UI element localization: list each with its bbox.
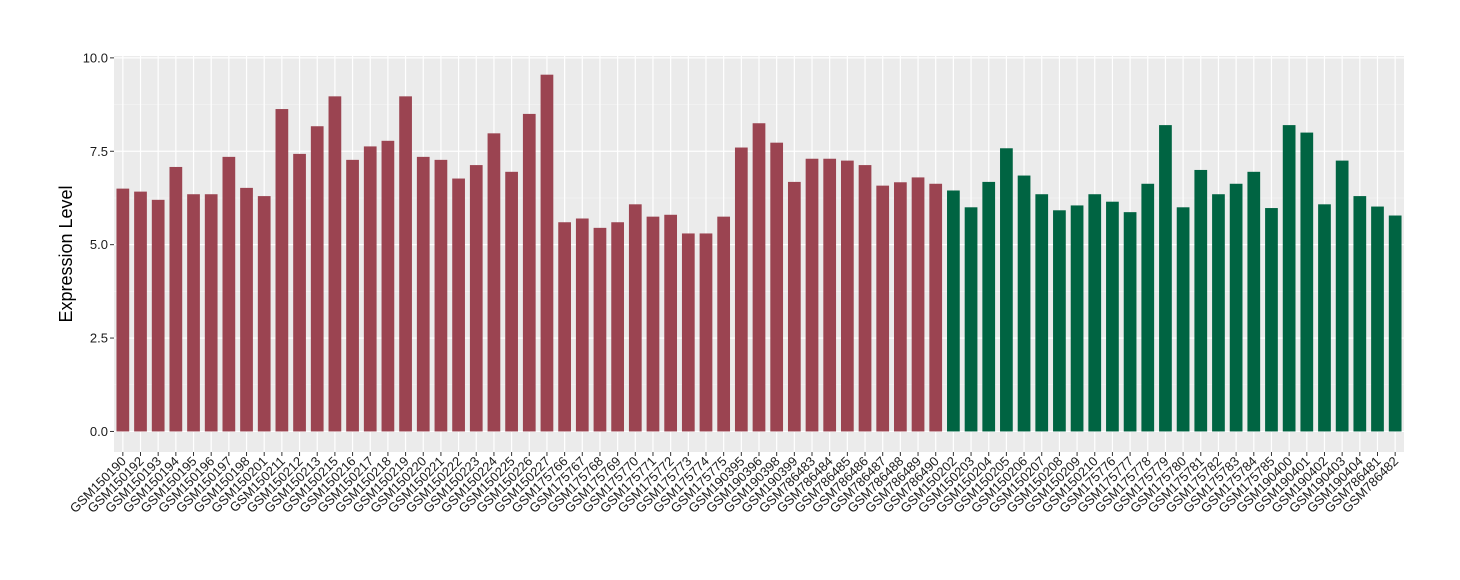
bar-GSM190403 bbox=[1335, 160, 1349, 432]
bar-GSM150222 bbox=[452, 178, 465, 432]
bar-GSM150221 bbox=[434, 159, 448, 432]
bar-GSM175768 bbox=[593, 227, 607, 432]
bar-GSM175776 bbox=[1106, 201, 1119, 432]
bar-GSM175783 bbox=[1229, 183, 1243, 432]
bar-GSM786484 bbox=[823, 158, 837, 432]
bar-GSM175777 bbox=[1123, 212, 1137, 432]
bar-GSM175785 bbox=[1265, 208, 1278, 432]
y-tick-label: 5.0 bbox=[90, 237, 108, 252]
bar-GSM150190 bbox=[116, 188, 130, 432]
bar-GSM150196 bbox=[204, 194, 218, 432]
bar-GSM175779 bbox=[1159, 125, 1172, 432]
bar-GSM150212 bbox=[293, 153, 306, 432]
bar-GSM786483 bbox=[805, 158, 819, 432]
bar-GSM150204 bbox=[982, 181, 996, 432]
y-tick-label: 0.0 bbox=[90, 424, 108, 439]
bar-GSM150209 bbox=[1070, 205, 1084, 432]
bar-GSM175774 bbox=[699, 233, 713, 432]
bar-GSM175770 bbox=[628, 204, 642, 432]
bar-GSM175782 bbox=[1212, 194, 1225, 432]
bar-GSM150217 bbox=[363, 146, 377, 432]
bar-GSM190396 bbox=[752, 123, 766, 432]
bar-GSM150193 bbox=[151, 199, 165, 432]
bar-GSM150192 bbox=[134, 191, 147, 432]
bar-GSM150226 bbox=[522, 113, 536, 432]
bar-GSM150215 bbox=[328, 96, 342, 432]
bar-GSM150205 bbox=[1000, 148, 1013, 432]
bar-GSM150197 bbox=[222, 156, 236, 432]
bar-GSM786488 bbox=[894, 182, 907, 432]
bar-GSM150224 bbox=[487, 133, 501, 432]
bar-GSM175766 bbox=[558, 222, 571, 432]
bar-GSM150211 bbox=[275, 109, 289, 432]
bar-GSM150225 bbox=[505, 171, 518, 432]
bar-GSM175772 bbox=[664, 214, 678, 432]
bar-GSM190402 bbox=[1318, 204, 1331, 432]
y-tick-label: 2.5 bbox=[90, 331, 108, 346]
bar-GSM150223 bbox=[469, 165, 483, 432]
bar-GSM175771 bbox=[646, 216, 660, 432]
bar-GSM190398 bbox=[770, 142, 784, 432]
y-tick-label: 7.5 bbox=[90, 144, 108, 159]
y-axis: 0.0 2.5 5.0 7.5 10.0 bbox=[83, 50, 114, 439]
bar-GSM175769 bbox=[611, 222, 624, 432]
bar-GSM190399 bbox=[787, 181, 801, 432]
bar-GSM786487 bbox=[876, 185, 890, 432]
bar-GSM175773 bbox=[681, 233, 695, 432]
bar-GSM175778 bbox=[1141, 183, 1155, 432]
y-tick-label: 10.0 bbox=[83, 50, 108, 65]
bar-GSM150206 bbox=[1017, 175, 1031, 432]
bar-GSM150216 bbox=[346, 159, 359, 432]
bar-GSM150194 bbox=[169, 166, 183, 432]
bar-GSM150208 bbox=[1053, 210, 1066, 432]
bar-GSM175784 bbox=[1247, 171, 1261, 432]
bar-GSM786489 bbox=[911, 177, 925, 432]
y-axis-title: Expression Level bbox=[56, 185, 76, 322]
bar-GSM150207 bbox=[1035, 194, 1049, 432]
bar-GSM150220 bbox=[416, 156, 430, 432]
bar-GSM190400 bbox=[1282, 125, 1296, 432]
bar-GSM175775 bbox=[717, 216, 731, 432]
bar-GSM150219 bbox=[399, 96, 412, 432]
bar-GSM175781 bbox=[1194, 169, 1208, 432]
bar-GSM786482 bbox=[1388, 215, 1402, 432]
bar-GSM150198 bbox=[240, 187, 253, 432]
bars bbox=[116, 74, 1402, 432]
bar-GSM175780 bbox=[1176, 207, 1190, 432]
x-axis: GSM150190GSM150192GSM150193GSM150194GSM1… bbox=[67, 452, 1401, 516]
bar-GSM786485 bbox=[840, 160, 854, 432]
bar-GSM150218 bbox=[381, 140, 395, 432]
bar-GSM150195 bbox=[187, 194, 200, 432]
bar-GSM190395 bbox=[734, 147, 748, 432]
bar-GSM150227 bbox=[540, 74, 554, 432]
bar-GSM786481 bbox=[1371, 206, 1384, 432]
bar-GSM786486 bbox=[858, 165, 872, 432]
bar-GSM150202 bbox=[947, 190, 960, 432]
bar-GSM190404 bbox=[1353, 196, 1367, 432]
bar-GSM150213 bbox=[310, 126, 324, 432]
bar-GSM190401 bbox=[1300, 132, 1314, 432]
bar-GSM150201 bbox=[257, 196, 271, 432]
bar-GSM175767 bbox=[575, 218, 589, 432]
bar-GSM150210 bbox=[1088, 194, 1102, 432]
bar-GSM150203 bbox=[964, 207, 978, 432]
bar-GSM786490 bbox=[929, 183, 943, 432]
